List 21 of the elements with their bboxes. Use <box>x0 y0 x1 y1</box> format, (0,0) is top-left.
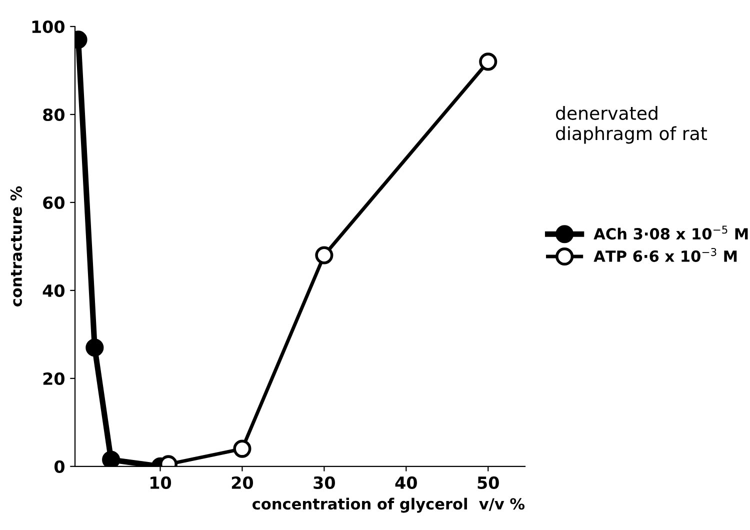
x-axis-title: concentration of glycerol v/v % <box>252 498 525 513</box>
y-tick-label: 100 <box>32 20 64 34</box>
x-tick-label: 30 <box>314 476 335 490</box>
y-tick-label: 80 <box>43 108 64 122</box>
point <box>102 450 120 466</box>
legend-label: ACh 3·08 x 10$^{−5}$ M <box>594 226 748 240</box>
x-tick-label: 40 <box>395 476 417 490</box>
point <box>315 246 334 264</box>
y-tick-label: 40 <box>42 284 64 298</box>
x-tick-label: 20 <box>232 476 254 490</box>
x-tick-label: 10 <box>150 476 172 490</box>
point <box>86 338 104 357</box>
y-tick-label: 60 <box>43 196 64 210</box>
y-tick-label: 20 <box>43 372 64 385</box>
y-tick-label: 0 <box>54 460 64 473</box>
point <box>233 440 252 458</box>
y-axis-title: contracture % <box>10 186 22 306</box>
x-tick-label: 50 <box>478 476 499 490</box>
point <box>479 52 498 71</box>
legend-label: ATP 6·6 x 10$^{−3}$ M <box>594 248 737 262</box>
text: denervated diaphragm of rat <box>556 106 707 144</box>
